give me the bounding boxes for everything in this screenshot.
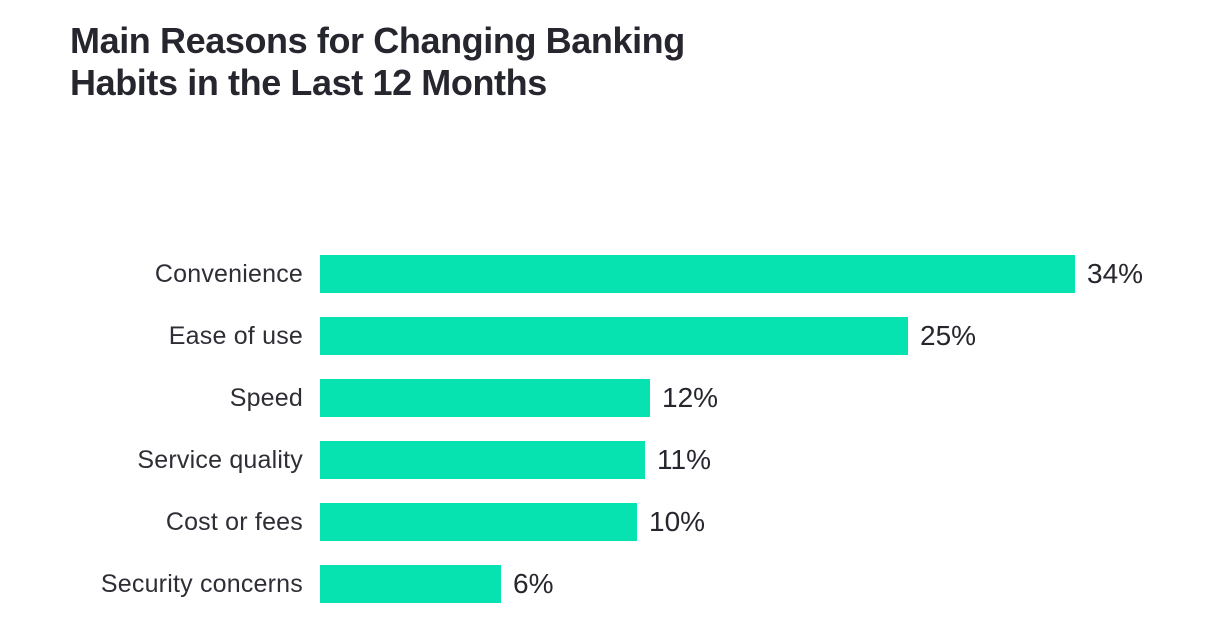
chart-row: Cost or fees 10% — [0, 503, 1225, 541]
bar-chart: Convenience 34% Ease of use 25% Speed 12% Serv… — [0, 255, 1225, 627]
chart-title-line1: Main Reasons for Changing Banking — [70, 20, 685, 61]
chart-row: Speed 12% — [0, 379, 1225, 417]
chart-title: Main Reasons for Changing Banking Habits … — [70, 20, 685, 104]
chart-row: Convenience 34% — [0, 255, 1225, 293]
category-label: Cost or fees — [165, 507, 303, 536]
value-label: 10% — [649, 506, 706, 537]
value-label: 12% — [662, 382, 719, 413]
bar-segment — [320, 317, 908, 355]
category-label: Ease of use — [168, 321, 303, 350]
bar-segment — [320, 565, 501, 603]
bar-segment — [320, 503, 637, 541]
category-label: Security concerns — [100, 569, 303, 598]
category-label: Convenience — [154, 259, 303, 288]
category-label: Service quality — [137, 445, 303, 474]
category-label: Speed — [229, 383, 303, 412]
value-label: 34% — [1087, 258, 1144, 289]
bar-segment — [320, 379, 650, 417]
value-label: 11% — [657, 444, 711, 475]
chart-row: Security concerns 6% — [0, 565, 1225, 603]
chart-row: Ease of use 25% — [0, 317, 1225, 355]
value-label: 6% — [513, 568, 554, 599]
bar-segment — [320, 441, 645, 479]
chart-title-line2: Habits in the Last 12 Months — [70, 62, 547, 103]
bar-segment — [320, 255, 1075, 293]
chart-row: Service quality 11% — [0, 441, 1225, 479]
value-label: 25% — [920, 320, 977, 351]
